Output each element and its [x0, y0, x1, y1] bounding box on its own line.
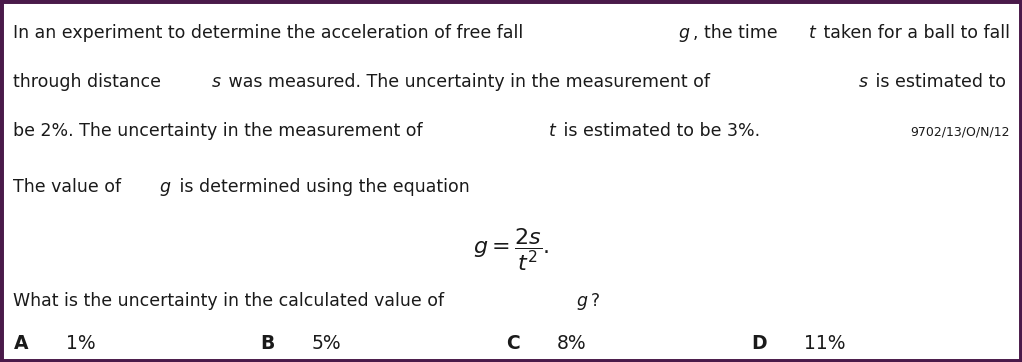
Text: is estimated to be 3%.: is estimated to be 3%. — [558, 122, 760, 140]
Text: 5%: 5% — [312, 334, 341, 353]
Text: s: s — [212, 73, 221, 91]
Text: What is the uncertainty in the calculated value of: What is the uncertainty in the calculate… — [13, 292, 450, 310]
Text: In an experiment to determine the acceleration of free fall: In an experiment to determine the accele… — [13, 24, 529, 42]
Text: , the time: , the time — [693, 24, 783, 42]
Text: g: g — [576, 292, 588, 310]
Text: A: A — [14, 334, 29, 353]
Text: be 2%. The uncertainty in the measurement of: be 2%. The uncertainty in the measuremen… — [13, 122, 428, 140]
Text: ?: ? — [591, 292, 600, 310]
Text: B: B — [261, 334, 275, 353]
Text: D: D — [751, 334, 766, 353]
Text: 8%: 8% — [556, 334, 586, 353]
Text: $g = \dfrac{2s}{t^2}.$: $g = \dfrac{2s}{t^2}.$ — [473, 227, 549, 273]
Text: taken for a ball to fall: taken for a ball to fall — [819, 24, 1010, 42]
Text: g: g — [679, 24, 690, 42]
Text: 9702/13/O/N/12: 9702/13/O/N/12 — [911, 126, 1010, 139]
Text: g: g — [159, 178, 171, 196]
Text: s: s — [858, 73, 868, 91]
Text: 11%: 11% — [804, 334, 845, 353]
Text: is estimated to: is estimated to — [870, 73, 1006, 91]
Text: t: t — [549, 122, 556, 140]
Text: 1%: 1% — [65, 334, 95, 353]
Text: C: C — [506, 334, 519, 353]
Text: t: t — [809, 24, 817, 42]
Text: through distance: through distance — [13, 73, 167, 91]
Text: The value of: The value of — [13, 178, 127, 196]
Text: was measured. The uncertainty in the measurement of: was measured. The uncertainty in the mea… — [223, 73, 715, 91]
Text: is determined using the equation: is determined using the equation — [174, 178, 470, 196]
